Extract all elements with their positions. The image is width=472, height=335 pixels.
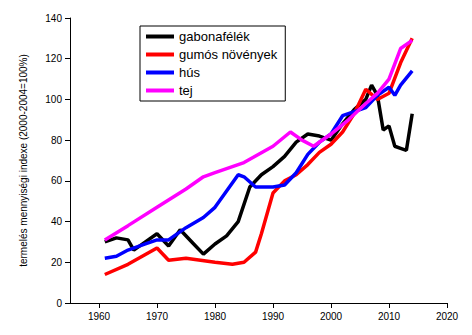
svg-text:1970: 1970	[146, 311, 169, 322]
svg-text:80: 80	[51, 135, 63, 146]
svg-text:1960: 1960	[88, 311, 111, 322]
svg-text:1980: 1980	[204, 311, 227, 322]
svg-text:hús: hús	[179, 65, 200, 80]
svg-text:termelés mennyiségi indexe (20: termelés mennyiségi indexe (2000-2004=10…	[18, 54, 29, 267]
svg-text:20: 20	[51, 257, 63, 268]
svg-text:tej: tej	[179, 83, 193, 98]
svg-text:140: 140	[45, 13, 62, 24]
svg-text:2010: 2010	[378, 311, 401, 322]
svg-text:2000: 2000	[320, 311, 343, 322]
svg-text:0: 0	[56, 298, 62, 309]
svg-text:2020: 2020	[436, 311, 459, 322]
svg-text:100: 100	[45, 94, 62, 105]
svg-text:1990: 1990	[262, 311, 285, 322]
svg-text:gabonafélék: gabonafélék	[179, 29, 250, 44]
svg-text:gumós növények: gumós növények	[179, 47, 278, 62]
svg-text:40: 40	[51, 216, 63, 227]
svg-text:120: 120	[45, 53, 62, 64]
svg-text:60: 60	[51, 175, 63, 186]
